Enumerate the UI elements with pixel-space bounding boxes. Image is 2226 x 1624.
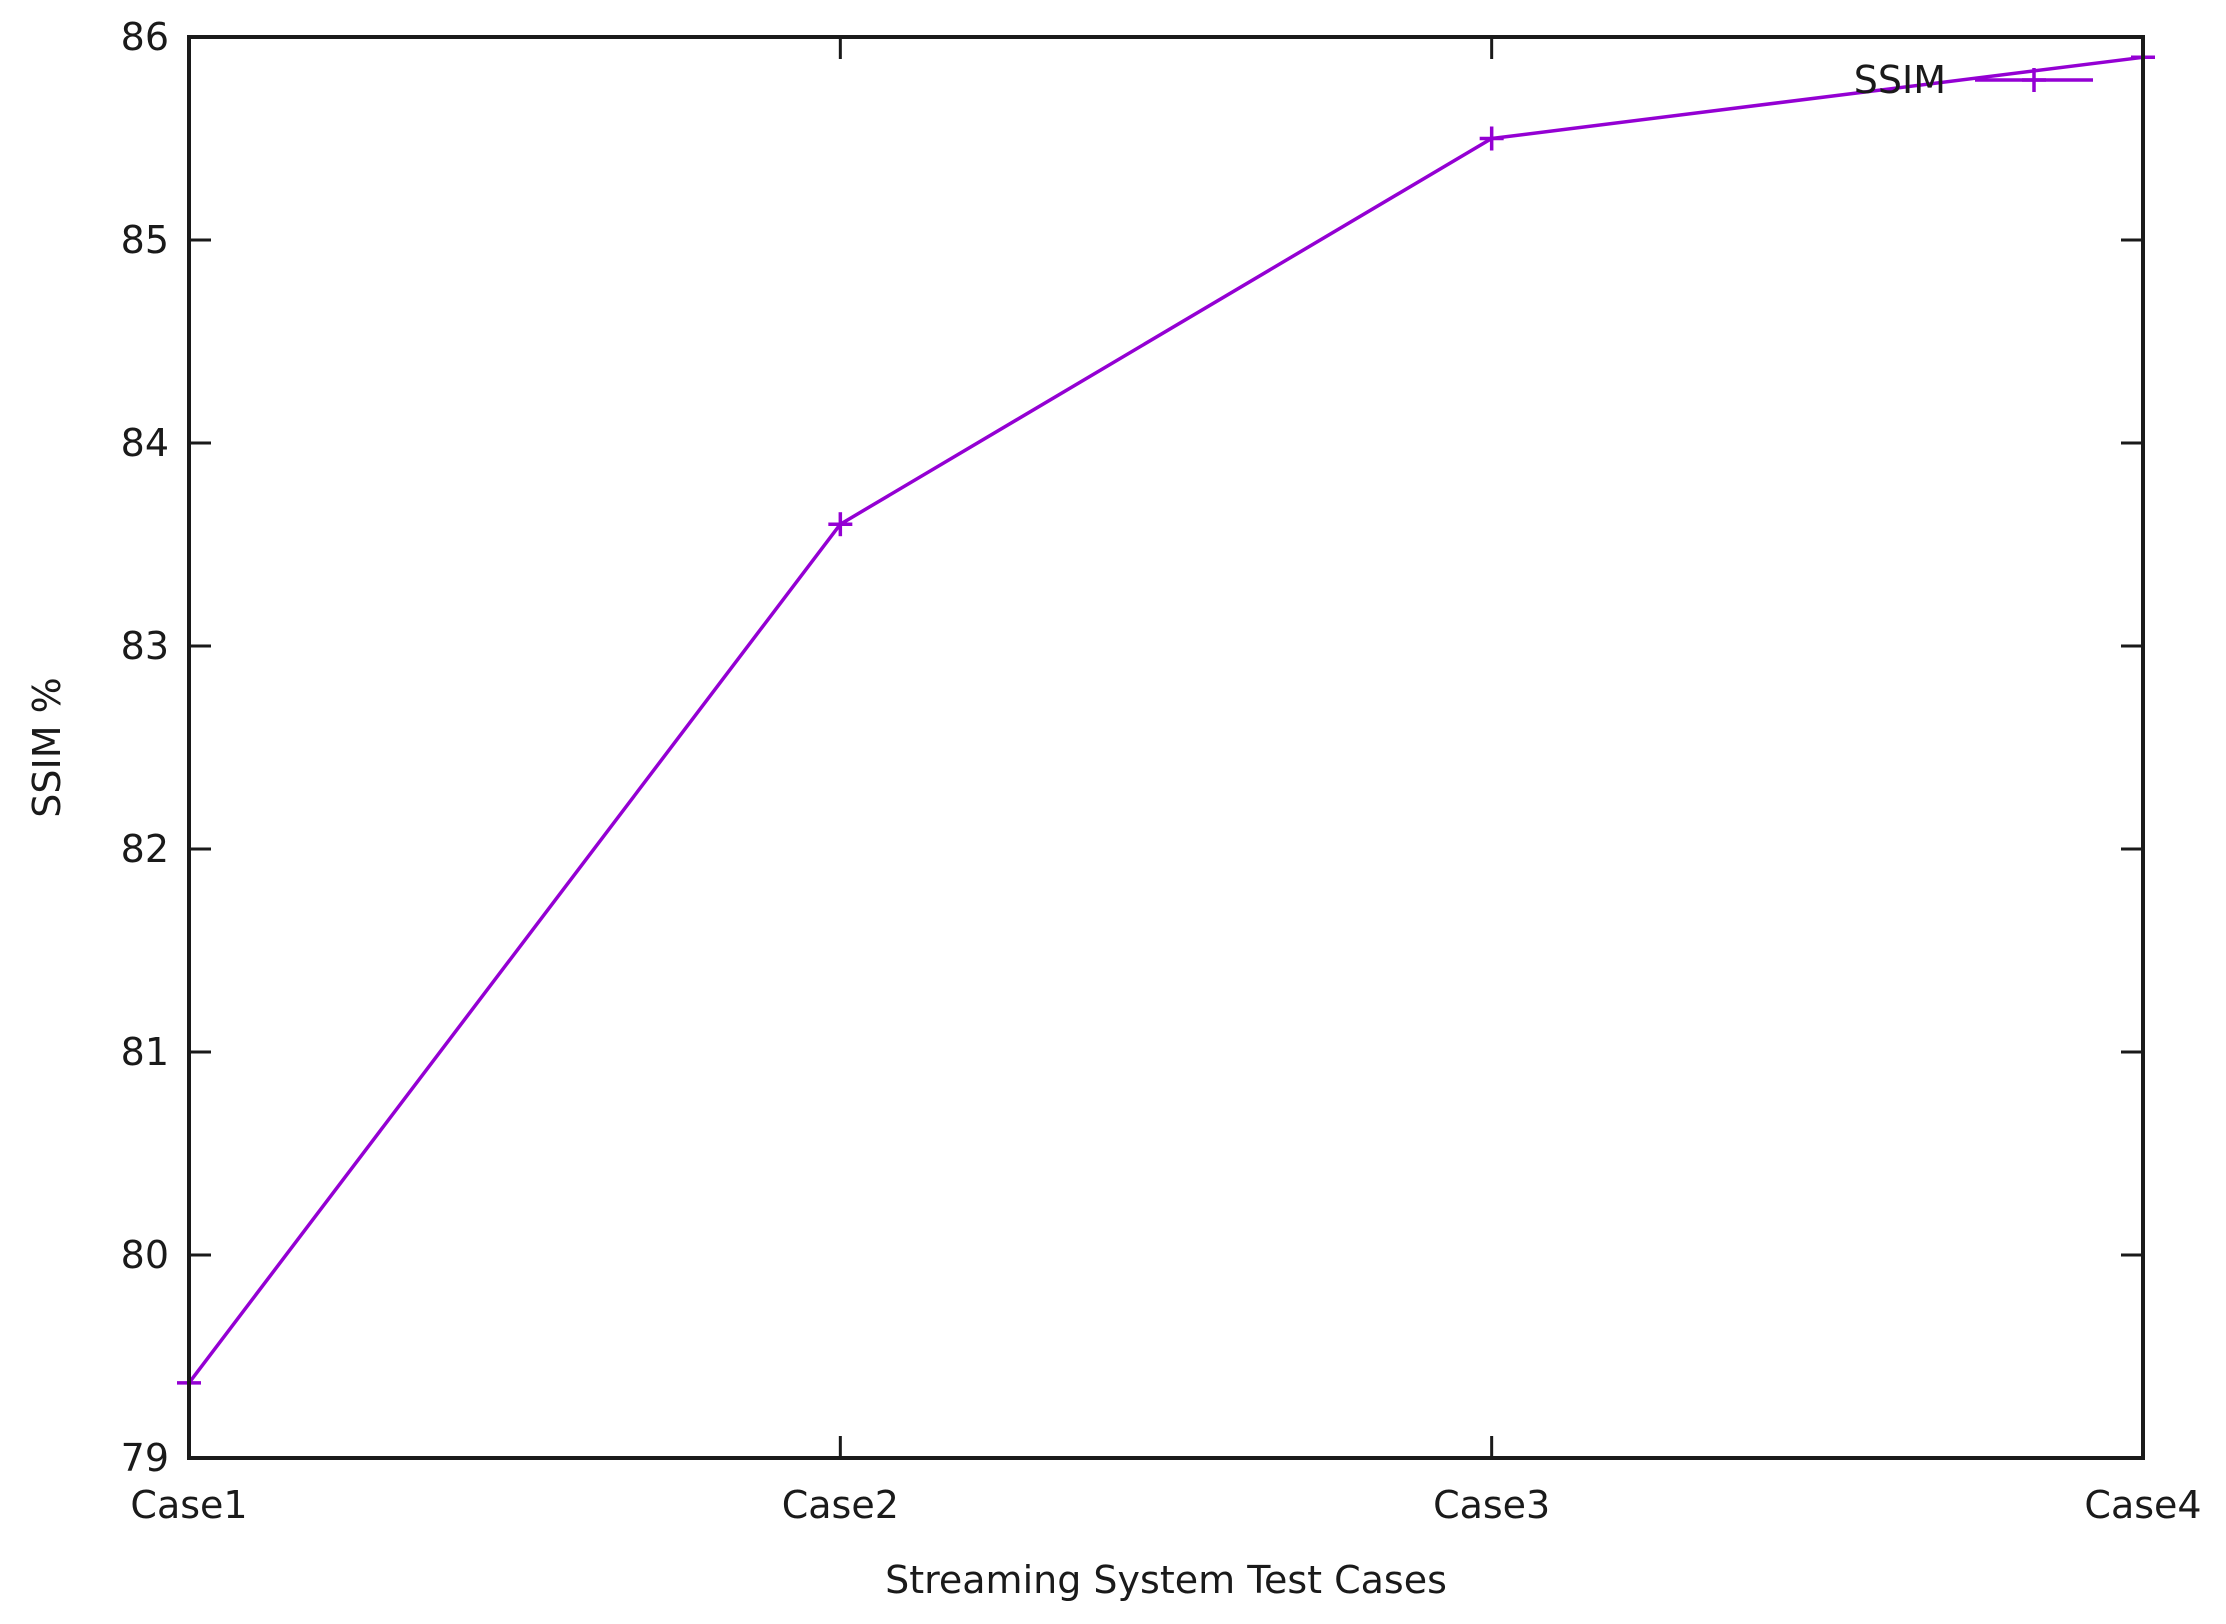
x-tick-labels: Case1 Case2 Case3 Case4 <box>130 1483 2201 1527</box>
y-tick-label: 85 <box>121 218 169 262</box>
x-tick-label: Case1 <box>130 1483 247 1527</box>
y-tick-label: 84 <box>121 421 169 465</box>
axis-ticks <box>187 35 2145 1460</box>
y-tick-label: 81 <box>121 1030 169 1074</box>
x-tick-label: Case4 <box>2084 1483 2201 1527</box>
x-axis-title: Streaming System Test Cases <box>885 1558 1447 1602</box>
y-tick-label: 83 <box>121 624 169 668</box>
y-tick-labels: 79 80 81 82 83 84 85 86 <box>121 15 169 1480</box>
legend: SSIM <box>1854 58 2093 102</box>
data-point <box>828 512 853 537</box>
y-tick-label: 82 <box>121 827 169 871</box>
legend-marker-plus <box>2022 68 2046 92</box>
series-line-ssim <box>187 55 2144 1384</box>
y-tick-label: 80 <box>121 1233 169 1277</box>
legend-label-ssim: SSIM <box>1854 58 1946 102</box>
x-tick-label: Case3 <box>1433 1483 1550 1527</box>
y-tick-label: 79 <box>121 1436 169 1480</box>
y-tick-label: 86 <box>121 15 169 59</box>
plot-frame <box>187 35 2145 1460</box>
x-tick-label: Case2 <box>782 1483 899 1527</box>
series-layer <box>177 45 2155 1395</box>
data-point <box>1479 126 1504 151</box>
y-axis-title: SSIM % <box>25 677 69 817</box>
legend-marker-ssim <box>2022 68 2046 92</box>
